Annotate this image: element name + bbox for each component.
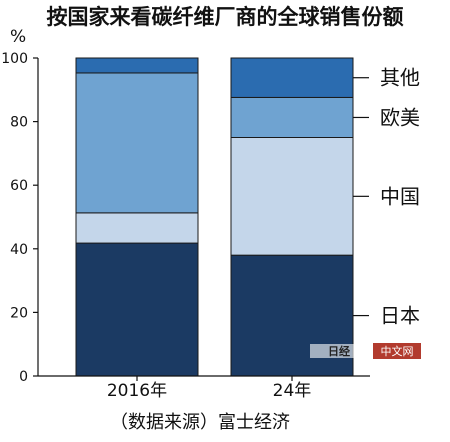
y-tick-label: 80 — [10, 115, 28, 131]
source-note: （数据来源）富士经济 — [110, 412, 290, 433]
watermark-logo-text: 日经 — [328, 344, 350, 358]
y-tick-label: 100 — [1, 51, 28, 67]
watermark-badge-text: 中文网 — [381, 344, 414, 358]
bar-segment-0-3 — [75, 57, 199, 74]
y-axis-unit: % — [10, 27, 26, 47]
watermark-badge — [373, 343, 421, 359]
y-tick-label: 60 — [10, 178, 28, 194]
legend-label-0: 日本 — [380, 304, 420, 328]
x-tick-label: 2016年 — [107, 381, 167, 401]
bar-segment-0-2 — [75, 72, 199, 214]
bar-segment-1-2 — [230, 96, 354, 138]
bar-segment-1-1 — [230, 137, 354, 256]
chart-title: 按国家来看碳纤维厂商的全球销售份额 — [47, 5, 404, 29]
legend-label-1: 中国 — [380, 184, 420, 208]
watermark: 日经 中文网 — [310, 343, 421, 359]
y-tick-label: 0 — [19, 369, 28, 385]
y-axis-ticks: 0 20 40 60 80 100 — [1, 51, 38, 385]
legend-label-2: 欧美 — [380, 105, 420, 129]
bars — [75, 57, 354, 377]
watermark-logo — [310, 344, 368, 358]
bar-segment-0-1 — [75, 212, 199, 244]
bar-segment-0-0 — [75, 242, 199, 377]
x-axis-ticks: 2016年 24年 — [107, 376, 311, 401]
legend-label-3: 其他 — [380, 66, 420, 90]
bar-segment-1-3 — [230, 57, 354, 98]
y-tick-label: 20 — [10, 305, 28, 321]
y-tick-label: 40 — [10, 242, 28, 258]
x-tick-label: 24年 — [273, 381, 312, 401]
